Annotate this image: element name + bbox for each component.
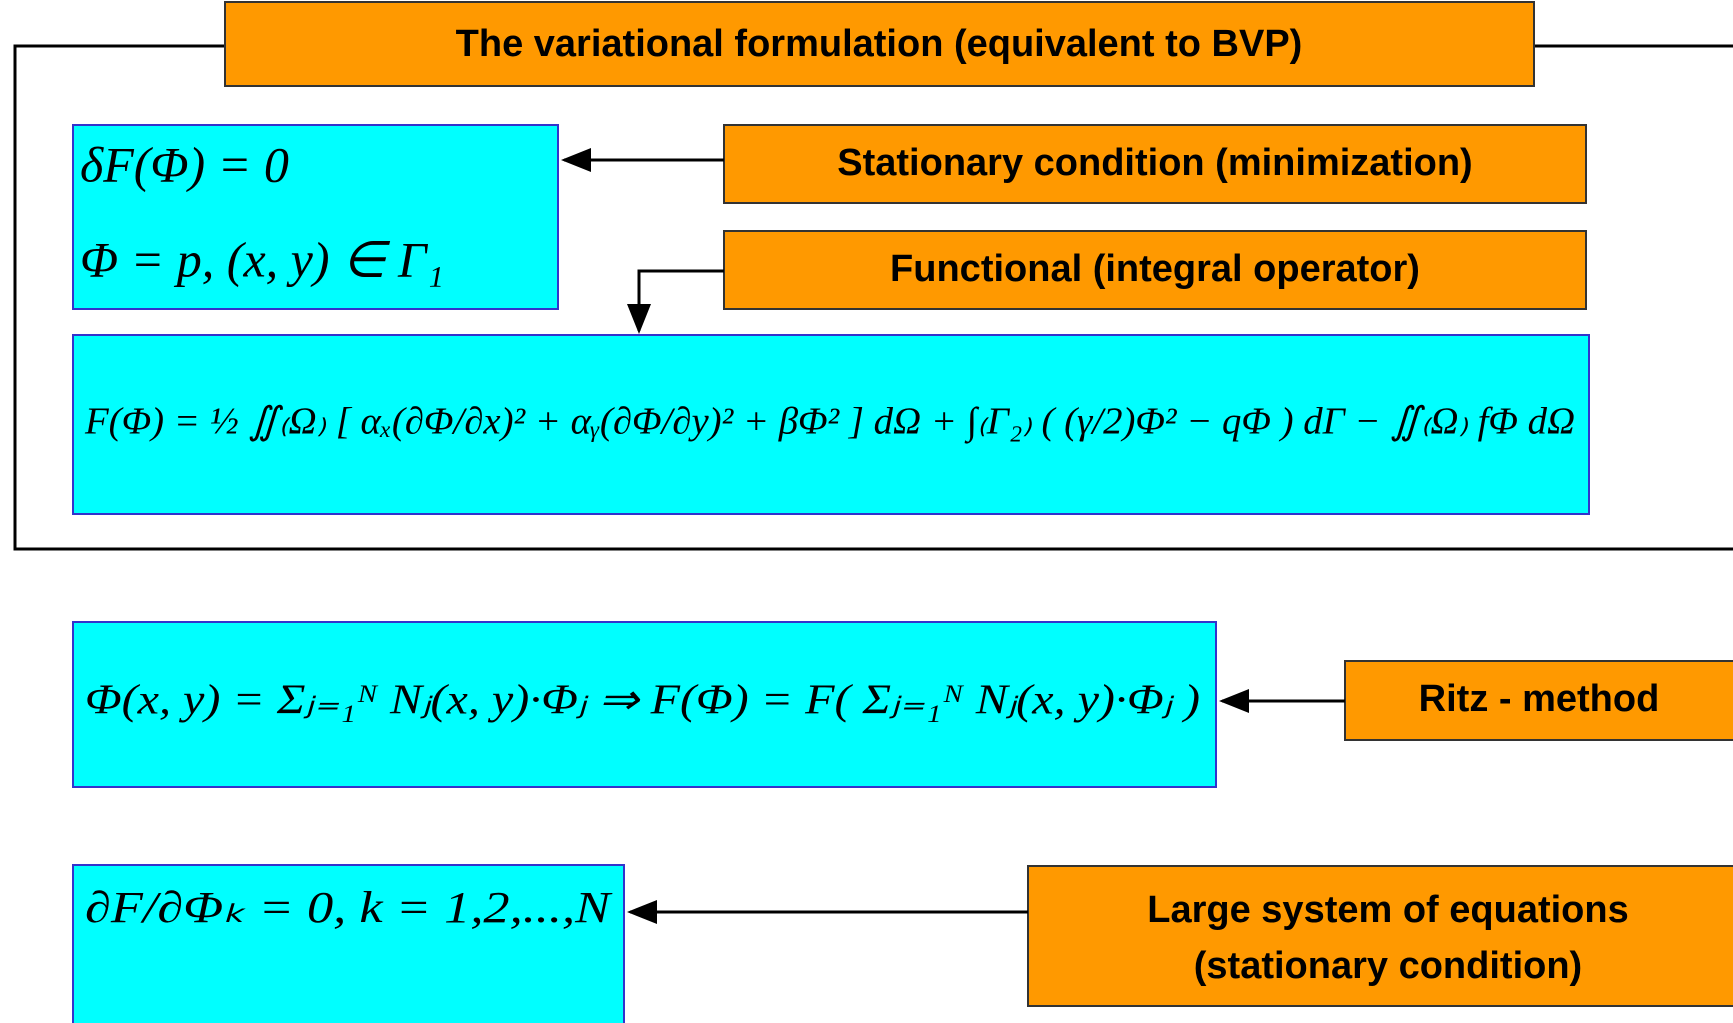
- label-box: [723, 124, 1587, 204]
- formula: ∂F/∂Φₖ = 0, k = 1,2,...,N: [85, 883, 613, 932]
- label-box: [1344, 660, 1733, 741]
- formula: δF(Φ) = 0: [80, 136, 289, 192]
- formula-box: [72, 621, 1217, 788]
- title-box: [224, 1, 1535, 87]
- arrow: [627, 269, 724, 334]
- label-box: [723, 230, 1587, 310]
- formula: Φ(x, y) = Σⱼ₌₁ᴺ Nⱼ(x, y)·Φⱼ ⇒ F(Φ) = F( …: [85, 678, 1200, 724]
- formula-box: [72, 124, 559, 310]
- label: Stationary condition (minimization): [837, 142, 1472, 184]
- formula: Φ = p, (x, y) ∈ Γ₁: [80, 231, 444, 287]
- label: (stationary condition): [1194, 945, 1582, 987]
- formula-box: [72, 864, 625, 1023]
- formula: F(Φ) = ½ ∬₍Ω₎ [ αₓ(∂Φ/∂x)² + αᵧ(∂Φ/∂y)² …: [84, 401, 1575, 445]
- label: Ritz - method: [1419, 678, 1660, 720]
- title: The variational formulation (equivalent …: [456, 23, 1303, 65]
- label-box: [1027, 865, 1733, 1007]
- label: Large system of equations: [1147, 889, 1628, 931]
- frame: [13, 44, 1733, 551]
- formula-box: [72, 334, 1590, 515]
- label: Functional (integral operator): [890, 248, 1420, 290]
